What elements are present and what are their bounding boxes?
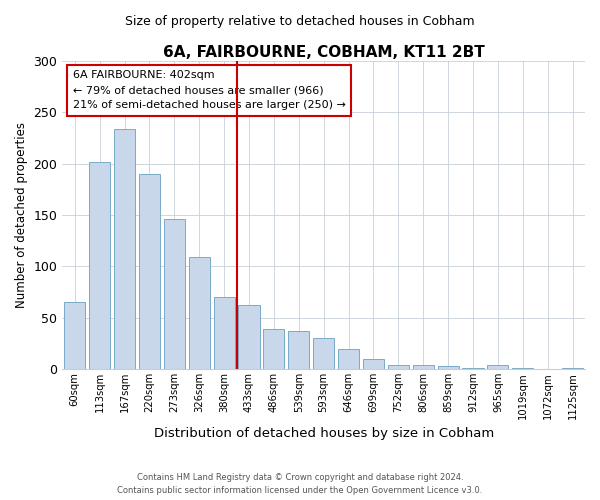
Bar: [64, 302, 85, 369]
Y-axis label: Number of detached properties: Number of detached properties: [15, 122, 28, 308]
Bar: [363, 359, 384, 369]
Bar: [164, 220, 185, 369]
Bar: [214, 298, 235, 369]
Bar: [188, 257, 210, 369]
Bar: [139, 174, 160, 369]
Bar: [89, 162, 110, 369]
Bar: [487, 365, 508, 369]
Bar: [313, 338, 334, 369]
Text: Contains HM Land Registry data © Crown copyright and database right 2024.
Contai: Contains HM Land Registry data © Crown c…: [118, 473, 482, 495]
Bar: [512, 368, 533, 369]
Bar: [114, 129, 135, 369]
Bar: [338, 348, 359, 369]
Bar: [263, 329, 284, 369]
Bar: [288, 331, 310, 369]
Title: 6A, FAIRBOURNE, COBHAM, KT11 2BT: 6A, FAIRBOURNE, COBHAM, KT11 2BT: [163, 45, 485, 60]
Bar: [413, 365, 434, 369]
Bar: [463, 368, 484, 369]
Text: 6A FAIRBOURNE: 402sqm
← 79% of detached houses are smaller (966)
21% of semi-det: 6A FAIRBOURNE: 402sqm ← 79% of detached …: [73, 70, 346, 110]
Bar: [562, 368, 583, 369]
Bar: [437, 366, 458, 369]
Bar: [238, 306, 260, 369]
X-axis label: Distribution of detached houses by size in Cobham: Distribution of detached houses by size …: [154, 427, 494, 440]
Text: Size of property relative to detached houses in Cobham: Size of property relative to detached ho…: [125, 14, 475, 28]
Bar: [388, 365, 409, 369]
